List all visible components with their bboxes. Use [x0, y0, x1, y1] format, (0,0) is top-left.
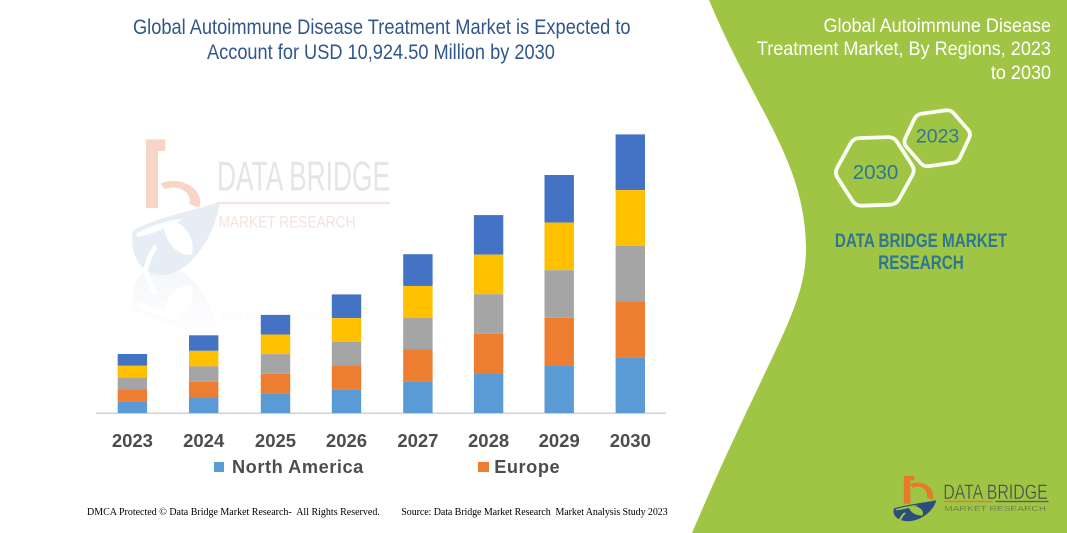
svg-text:2023: 2023: [916, 125, 959, 147]
svg-text:MARKET RESEARCH: MARKET RESEARCH: [944, 504, 1046, 513]
svg-text:2030: 2030: [853, 161, 899, 184]
svg-text:DATA BRIDGE: DATA BRIDGE: [943, 480, 1047, 504]
